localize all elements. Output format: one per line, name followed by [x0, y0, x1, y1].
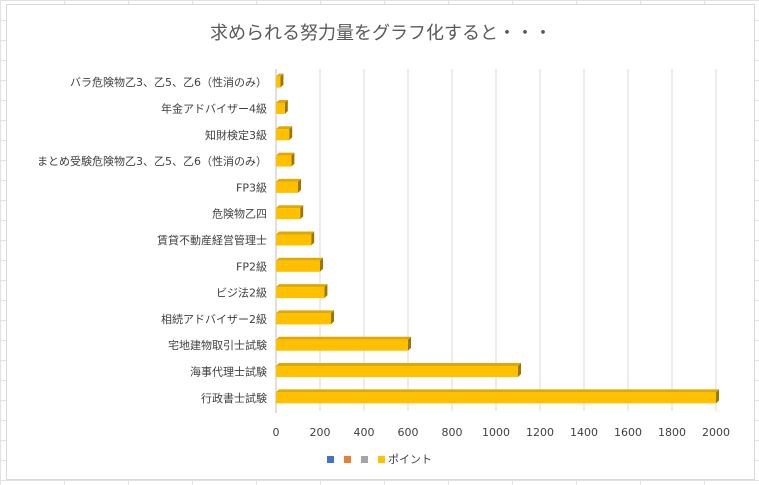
x-tick-label: 800	[442, 426, 463, 439]
bar	[276, 260, 320, 272]
bar-side-face	[291, 152, 295, 167]
category-label: 宅地建物取引士試験	[168, 338, 267, 352]
bar-top-face	[276, 152, 295, 156]
bar-chart: 求められる努力量をグラフ化すると・・・ バラ危険物乙3、乙5、乙6（性消のみ） 年…	[37, 23, 731, 466]
bars	[276, 73, 719, 404]
x-tick-label: 2000	[702, 426, 730, 439]
bar	[276, 313, 331, 325]
bar-top-face	[276, 363, 521, 367]
category-label: 相続アドバイザー2級	[161, 312, 267, 326]
legend-swatch	[361, 456, 368, 463]
x-tick-label: 400	[354, 426, 375, 439]
x-tick-label: 1400	[570, 426, 598, 439]
x-tick-label: 200	[310, 426, 331, 439]
bar	[276, 234, 312, 246]
category-label: 賃貸不動産経営管理士	[157, 233, 267, 247]
legend: ポイント	[327, 453, 432, 466]
bar-top-face	[276, 336, 411, 340]
bar	[276, 208, 301, 220]
category-label: 危険物乙四	[212, 207, 267, 221]
category-label: 年金アドバイザー4級	[161, 101, 267, 115]
chart-area[interactable]: 求められる努力量をグラフ化すると・・・ バラ危険物乙3、乙5、乙6（性消のみ） 年…	[6, 4, 755, 480]
bar-top-face	[276, 73, 284, 77]
bar	[276, 129, 290, 141]
bar	[276, 366, 518, 378]
bar-side-face	[289, 126, 293, 141]
category-label: 行政書士試験	[201, 391, 267, 405]
category-label: まとめ受験危険物乙3、乙5、乙6（性消のみ）	[37, 154, 267, 168]
chart-title: 求められる努力量をグラフ化すると・・・	[210, 23, 552, 44]
bar-top-face	[276, 389, 719, 393]
bar-top-face	[276, 205, 304, 209]
bar-side-face	[716, 389, 719, 404]
gridlines	[275, 69, 717, 413]
bar-top-face	[276, 310, 334, 314]
bar	[276, 155, 292, 167]
bar-top-face	[276, 126, 293, 130]
bar	[276, 339, 408, 351]
bar-side-face	[331, 310, 334, 325]
legend-label: ポイント	[388, 453, 432, 466]
x-tick-label: 1600	[614, 426, 642, 439]
bar-side-face	[311, 231, 315, 246]
x-tick-label: 1800	[658, 426, 686, 439]
category-labels: バラ危険物乙3、乙5、乙6（性消のみ） 年金アドバイザー4級知財検定3級まとめ受験…	[37, 75, 267, 405]
bar-side-face	[324, 284, 328, 299]
legend-swatch	[327, 456, 334, 463]
category-label: 知財検定3級	[205, 128, 267, 142]
bar-side-face	[320, 257, 323, 272]
bar-top-face	[276, 284, 328, 288]
bar-top-face	[276, 257, 323, 261]
bar-side-face	[518, 363, 521, 378]
bar-top-face	[276, 231, 315, 235]
category-label: ビジ法2級	[216, 286, 267, 300]
x-tick-label: 1000	[482, 426, 510, 439]
bar-top-face	[276, 178, 301, 182]
bar	[276, 76, 281, 88]
bar	[276, 181, 298, 193]
category-label: 海事代理士試験	[190, 365, 267, 379]
x-tick-labels: 0 200 400 600 800 1000 1200 1400 1600 1800 2000	[273, 426, 731, 439]
bar-side-face	[280, 73, 284, 88]
legend-swatch	[378, 456, 385, 463]
x-tick-label: 0	[273, 426, 280, 439]
bar	[276, 102, 285, 114]
bar	[276, 392, 716, 404]
legend-swatch	[344, 456, 351, 463]
bar-side-face	[408, 336, 411, 351]
bar-side-face	[300, 205, 304, 220]
bar-top-face	[276, 99, 288, 103]
category-label: バラ危険物乙3、乙5、乙6（性消のみ）	[70, 75, 267, 89]
x-tick-label: 1200	[526, 426, 554, 439]
x-tick-label: 600	[398, 426, 419, 439]
category-label: FP2級	[236, 260, 267, 273]
bar-side-face	[298, 178, 301, 193]
bar	[276, 287, 325, 299]
category-label: FP3級	[236, 181, 267, 194]
bar-side-face	[284, 99, 288, 114]
